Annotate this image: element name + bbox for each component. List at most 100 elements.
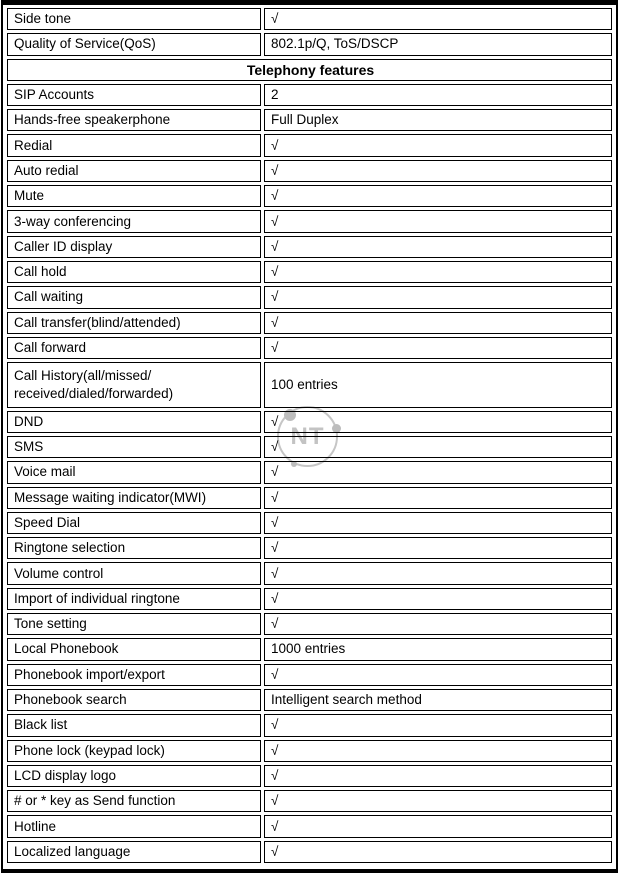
- feature-cell: Local Phonebook: [7, 638, 261, 661]
- check-cell: √: [264, 8, 612, 31]
- feature-cell: Call forward: [7, 336, 261, 360]
- table-row: 3-way conferencing √: [7, 210, 612, 233]
- table-row: Call waiting √: [7, 286, 612, 309]
- table-row: LCD display logo √: [7, 764, 612, 788]
- table-row: Phonebook import/export √: [7, 663, 612, 686]
- table-row: Hands-free speakerphone Full Duplex: [7, 109, 612, 132]
- value-cell: 802.1p/Q, ToS/DSCP: [264, 33, 612, 56]
- check-cell: √: [264, 210, 612, 233]
- table-row: Call transfer(blind/attended) √: [7, 311, 612, 334]
- check-cell: √: [264, 185, 612, 208]
- feature-cell: 3-way conferencing: [7, 210, 261, 233]
- table-row: Speed Dial √: [7, 511, 612, 535]
- feature-cell: Black list: [7, 714, 261, 737]
- table-row: Quality of Service(QoS) 802.1p/Q, ToS/DSC…: [7, 33, 612, 56]
- feature-cell: Call waiting: [7, 286, 261, 309]
- feature-cell: Hands-free speakerphone: [7, 109, 261, 132]
- feature-cell: Mute: [7, 185, 261, 208]
- check-cell: √: [264, 486, 612, 509]
- table-row: # or * key as Send function √: [7, 790, 612, 813]
- feature-cell: Message waiting indicator(MWI): [7, 486, 261, 509]
- check-cell: √: [264, 790, 612, 813]
- check-cell: √: [264, 511, 612, 535]
- value-cell: 1000 entries: [264, 638, 612, 661]
- check-cell: √: [264, 311, 612, 334]
- watermark-dot-icon: [284, 409, 296, 421]
- check-cell: √: [264, 286, 612, 309]
- watermark-dot-icon: [332, 424, 341, 433]
- feature-cell: Caller ID display: [7, 235, 261, 258]
- table-row: DND √: [7, 410, 612, 433]
- check-cell: √: [264, 714, 612, 737]
- check-cell: √: [264, 235, 612, 258]
- section-header: Telephony features: [7, 58, 612, 81]
- feature-cell: Localized language: [7, 840, 261, 863]
- feature-cell: Volume control: [7, 562, 261, 585]
- feature-spec-table: Side tone √ Quality of Service(QoS) 802.1p/…: [4, 5, 615, 866]
- section-header-row: Telephony features: [7, 58, 612, 81]
- check-cell: √: [264, 134, 612, 157]
- table-row: Phonebook search Intelligent search meth…: [7, 688, 612, 712]
- check-cell: √: [264, 159, 612, 183]
- feature-cell: Redial: [7, 134, 261, 157]
- table-row: Hotline √: [7, 815, 612, 838]
- feature-cell: Call transfer(blind/attended): [7, 311, 261, 334]
- value-cell: Full Duplex: [264, 109, 612, 132]
- table-row: Mute √: [7, 185, 612, 208]
- table-row: Ringtone selection √: [7, 537, 612, 560]
- table-row: Message waiting indicator(MWI) √: [7, 486, 612, 509]
- check-cell: √: [264, 537, 612, 560]
- feature-cell: Auto redial: [7, 159, 261, 183]
- feature-cell: Speed Dial: [7, 511, 261, 535]
- table-row: Call forward √: [7, 336, 612, 360]
- feature-cell: Hotline: [7, 815, 261, 838]
- table-row: Redial √: [7, 134, 612, 157]
- feature-cell: SIP Accounts: [7, 83, 261, 107]
- check-cell: √: [264, 663, 612, 686]
- table-row: SIP Accounts 2: [7, 83, 612, 107]
- table-row: Side tone √: [7, 8, 612, 31]
- table-row: Voice mail √: [7, 461, 612, 484]
- feature-cell: Ringtone selection: [7, 537, 261, 560]
- table-row: Auto redial √: [7, 159, 612, 183]
- table-row: Volume control √: [7, 562, 612, 585]
- check-cell: √: [264, 739, 612, 762]
- feature-cell: Phonebook import/export: [7, 663, 261, 686]
- check-cell: √: [264, 461, 612, 484]
- feature-cell: Quality of Service(QoS): [7, 33, 261, 56]
- check-cell: √: [264, 764, 612, 788]
- check-cell: √: [264, 815, 612, 838]
- value-cell: 2: [264, 83, 612, 107]
- check-cell: √: [264, 613, 612, 636]
- check-cell: √: [264, 336, 612, 360]
- check-cell: √: [264, 410, 612, 433]
- feature-cell: # or * key as Send function: [7, 790, 261, 813]
- value-cell: 100 entries: [264, 362, 612, 408]
- feature-cell: DND: [7, 410, 261, 433]
- table-row: Call History(all/missed/ received/dialed…: [7, 362, 612, 408]
- check-cell: √: [264, 840, 612, 863]
- value-cell: Intelligent search method: [264, 688, 612, 712]
- table-row: Tone setting √: [7, 613, 612, 636]
- feature-cell: Phone lock (keypad lock): [7, 739, 261, 762]
- feature-cell: Call History(all/missed/ received/dialed…: [7, 362, 261, 408]
- feature-cell: Side tone: [7, 8, 261, 31]
- check-cell: √: [264, 587, 612, 611]
- watermark-dot-icon: [291, 461, 297, 467]
- table-row: Localized language √: [7, 840, 612, 863]
- table-row: Call hold √: [7, 260, 612, 284]
- feature-cell: Tone setting: [7, 613, 261, 636]
- feature-cell: SMS: [7, 435, 261, 459]
- feature-cell: Phonebook search: [7, 688, 261, 712]
- table-row: Local Phonebook 1000 entries: [7, 638, 612, 661]
- feature-cell: Import of individual ringtone: [7, 587, 261, 611]
- check-cell: √: [264, 435, 612, 459]
- table-row: Black list √: [7, 714, 612, 737]
- table-row: Import of individual ringtone √: [7, 587, 612, 611]
- feature-cell: LCD display logo: [7, 764, 261, 788]
- table-row: Caller ID display √: [7, 235, 612, 258]
- feature-cell: Call hold: [7, 260, 261, 284]
- check-cell: √: [264, 260, 612, 284]
- table-row: Phone lock (keypad lock) √: [7, 739, 612, 762]
